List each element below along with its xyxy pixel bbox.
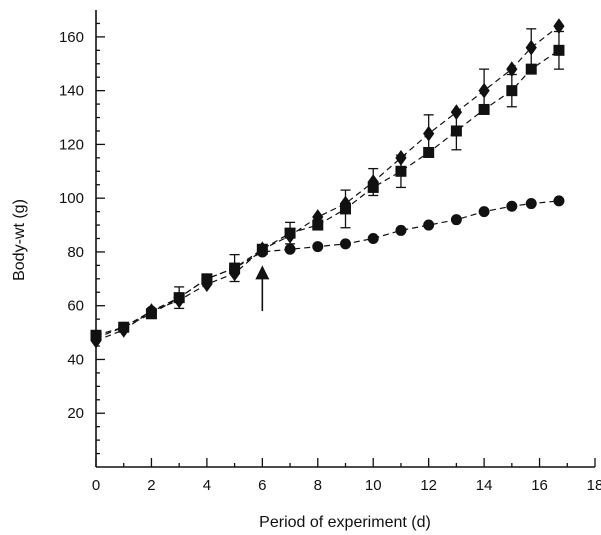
data-point-diamond	[506, 61, 518, 78]
data-point-square	[367, 181, 379, 193]
data-point-diamond	[423, 125, 435, 142]
y-tick-label: 80	[67, 244, 84, 261]
y-axis-title: Body-wt (g)	[11, 199, 28, 281]
data-point-circle	[553, 195, 565, 207]
data-point-circle	[340, 238, 351, 250]
data-point-circle	[90, 332, 102, 344]
data-point-circle	[256, 246, 268, 258]
data-point-diamond	[478, 82, 490, 99]
data-point-square	[395, 165, 407, 177]
data-point-square	[340, 203, 351, 215]
data-point-circle	[145, 305, 157, 317]
data-point-square	[553, 44, 565, 56]
y-tick-label: 160	[59, 29, 84, 46]
y-tick-label: 140	[59, 83, 84, 100]
x-tick-label: 6	[258, 477, 266, 494]
data-point-circle	[312, 241, 324, 253]
x-tick-label: 14	[476, 477, 493, 494]
x-tick-label: 18	[587, 477, 601, 494]
data-point-circle	[284, 243, 296, 255]
x-tick-label: 0	[92, 477, 100, 494]
series-line-square	[95, 49, 560, 336]
x-tick-label: 12	[420, 477, 437, 494]
data-markers	[90, 18, 565, 349]
data-point-diamond	[553, 18, 565, 34]
data-point-square	[478, 103, 490, 115]
data-point-circle	[201, 273, 213, 285]
x-tick-label: 16	[531, 477, 548, 494]
y-tick-label: 100	[59, 190, 84, 207]
data-point-diamond	[450, 104, 463, 121]
y-tick-label: 20	[67, 405, 84, 422]
x-tick-label: 4	[203, 477, 211, 494]
series-line-circle	[95, 200, 560, 339]
data-point-circle	[118, 321, 130, 333]
data-point-circle	[506, 200, 518, 212]
data-point-square	[284, 227, 296, 239]
data-point-circle	[367, 233, 379, 244]
data-point-circle	[395, 224, 407, 236]
x-axis-title: Period of experiment (d)	[259, 514, 431, 531]
chart-axes: 20 40 60 80 100 120 140 160 0 2 4 6 8 10 12 14 16 18	[59, 10, 601, 494]
data-point-square	[312, 219, 324, 231]
series-lines	[95, 25, 560, 342]
chart-annotations	[255, 265, 270, 312]
data-point-diamond	[525, 39, 537, 56]
data-point-circle	[525, 198, 537, 210]
data-point-circle	[450, 214, 462, 226]
x-tick-label: 8	[314, 477, 322, 494]
y-tick-label: 120	[59, 136, 84, 153]
data-point-circle	[229, 262, 241, 274]
data-point-circle	[478, 206, 490, 218]
y-tick-label: 60	[67, 298, 84, 315]
x-tick-label: 10	[365, 477, 382, 494]
data-point-square	[450, 125, 462, 137]
data-point-diamond	[395, 149, 407, 166]
data-point-square	[423, 146, 435, 158]
series-line-diamond	[95, 25, 560, 342]
data-point-circle	[173, 292, 185, 304]
data-point-square	[525, 63, 537, 75]
y-tick-label: 40	[67, 351, 84, 368]
data-point-circle	[423, 219, 435, 231]
arrow-head	[255, 265, 270, 280]
data-point-square	[506, 85, 518, 97]
x-tick-label: 2	[147, 477, 155, 494]
